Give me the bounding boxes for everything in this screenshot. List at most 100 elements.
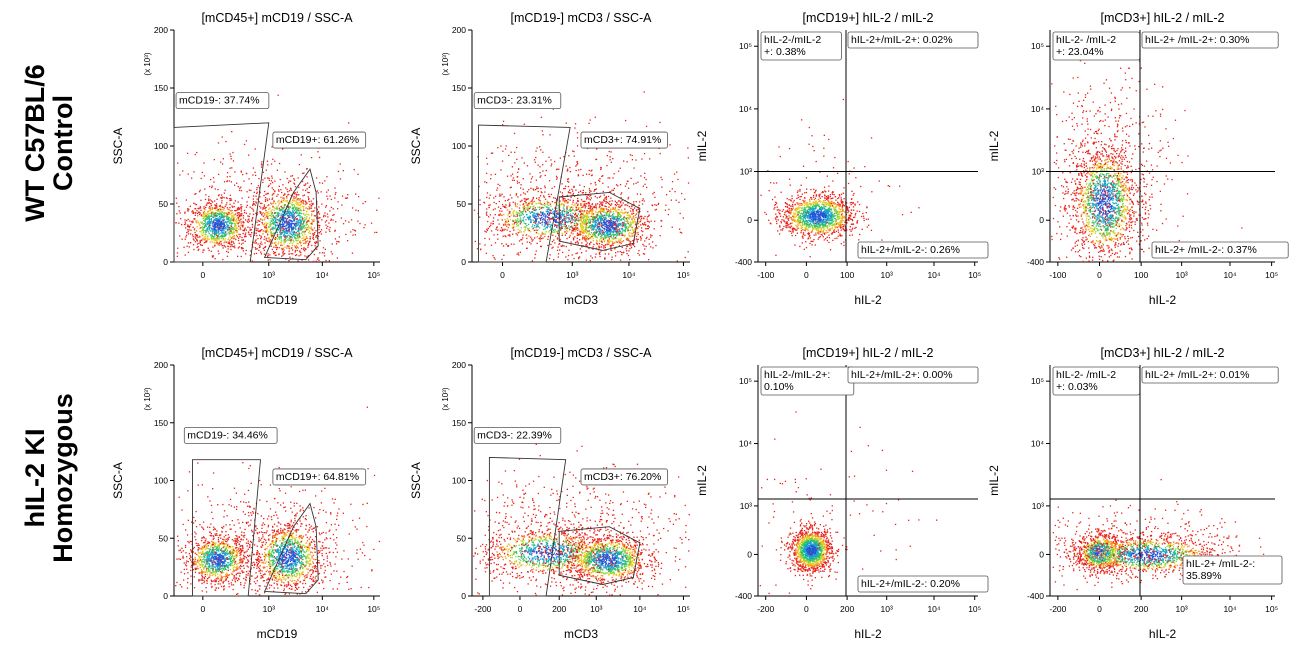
event-dot xyxy=(258,224,260,226)
event-dot xyxy=(291,231,293,233)
event-dot xyxy=(248,232,250,234)
event-dot xyxy=(587,230,589,232)
event-dot xyxy=(238,213,240,216)
event-dot xyxy=(260,229,262,231)
event-dot xyxy=(614,248,616,250)
event-dot xyxy=(273,216,275,219)
event-dot xyxy=(270,245,272,247)
event-dot xyxy=(215,239,218,241)
event-dot xyxy=(568,236,570,238)
event-dot xyxy=(592,239,594,242)
event-dot xyxy=(297,228,300,230)
event-dot xyxy=(232,212,234,214)
event-dot xyxy=(474,240,476,243)
event-dot xyxy=(295,223,297,225)
event-dot xyxy=(234,216,236,219)
y-tick-label: 0 xyxy=(461,257,466,267)
event-dot xyxy=(544,233,546,236)
event-dot xyxy=(210,230,212,232)
event-dot xyxy=(572,190,574,192)
event-dot xyxy=(267,254,269,257)
event-dot xyxy=(188,208,190,211)
event-dot xyxy=(275,254,277,256)
event-dot xyxy=(571,221,574,223)
event-dot xyxy=(545,160,547,162)
event-dot xyxy=(613,217,615,220)
event-dot xyxy=(289,210,291,212)
event-dot xyxy=(538,199,540,201)
event-dot xyxy=(308,197,310,200)
event-dot xyxy=(289,206,291,208)
event-dot xyxy=(599,228,601,230)
event-dot xyxy=(307,220,310,222)
event-dot xyxy=(512,211,514,214)
event-dot xyxy=(493,201,495,204)
event-dot xyxy=(211,207,213,209)
event-dot xyxy=(571,218,573,220)
event-dot xyxy=(280,233,282,235)
event-dot xyxy=(222,226,224,229)
event-dot xyxy=(520,231,522,233)
event-dot xyxy=(279,233,281,235)
event-dot xyxy=(220,229,222,232)
event-dot xyxy=(611,230,613,232)
event-dot xyxy=(245,232,247,234)
event-dot xyxy=(590,190,592,192)
event-dot xyxy=(222,206,224,208)
event-dot xyxy=(308,220,311,223)
event-dot xyxy=(291,226,293,228)
event-dot xyxy=(580,203,582,205)
event-dot xyxy=(226,225,228,227)
event-dot xyxy=(290,241,292,243)
event-dot xyxy=(496,227,498,229)
event-dot xyxy=(231,215,233,217)
event-dot xyxy=(281,255,283,257)
event-dot xyxy=(333,214,335,216)
event-dot xyxy=(599,217,601,219)
event-dot xyxy=(500,214,502,216)
event-dot xyxy=(282,216,285,218)
event-dot xyxy=(541,222,543,224)
event-dot xyxy=(571,216,573,218)
event-dot xyxy=(298,186,300,189)
event-dot xyxy=(616,211,618,213)
event-dot xyxy=(540,234,542,236)
event-dot xyxy=(620,223,622,225)
event-dot xyxy=(624,223,626,225)
event-dot xyxy=(306,188,308,190)
event-dot xyxy=(518,240,521,242)
event-dot xyxy=(217,189,219,191)
event-dot xyxy=(296,240,298,242)
event-dot xyxy=(297,198,299,200)
event-dot xyxy=(296,254,298,256)
event-dot xyxy=(501,219,503,221)
event-dot xyxy=(582,226,584,228)
event-dot xyxy=(289,202,291,204)
event-dot xyxy=(532,188,534,190)
event-dot xyxy=(521,199,523,201)
event-dot xyxy=(228,217,230,219)
event-dot xyxy=(544,223,546,225)
event-dot xyxy=(230,230,232,232)
event-dot xyxy=(283,232,285,234)
event-dot xyxy=(317,216,319,218)
event-dot xyxy=(227,226,229,228)
event-dot xyxy=(634,228,636,231)
event-dot xyxy=(537,202,539,204)
event-dot xyxy=(206,215,208,218)
event-dot xyxy=(648,243,650,245)
event-dot xyxy=(605,215,607,217)
event-dot xyxy=(287,220,290,223)
event-dot xyxy=(290,194,292,197)
event-dot xyxy=(518,181,520,184)
event-dot xyxy=(509,210,511,213)
event-dot xyxy=(580,208,582,210)
event-dot xyxy=(185,199,187,201)
event-dot xyxy=(298,236,300,238)
event-dot xyxy=(546,221,548,223)
event-dot xyxy=(507,199,509,201)
event-dot xyxy=(535,250,537,252)
event-dot xyxy=(221,220,223,222)
event-dot xyxy=(302,201,304,203)
event-dot xyxy=(207,210,209,212)
